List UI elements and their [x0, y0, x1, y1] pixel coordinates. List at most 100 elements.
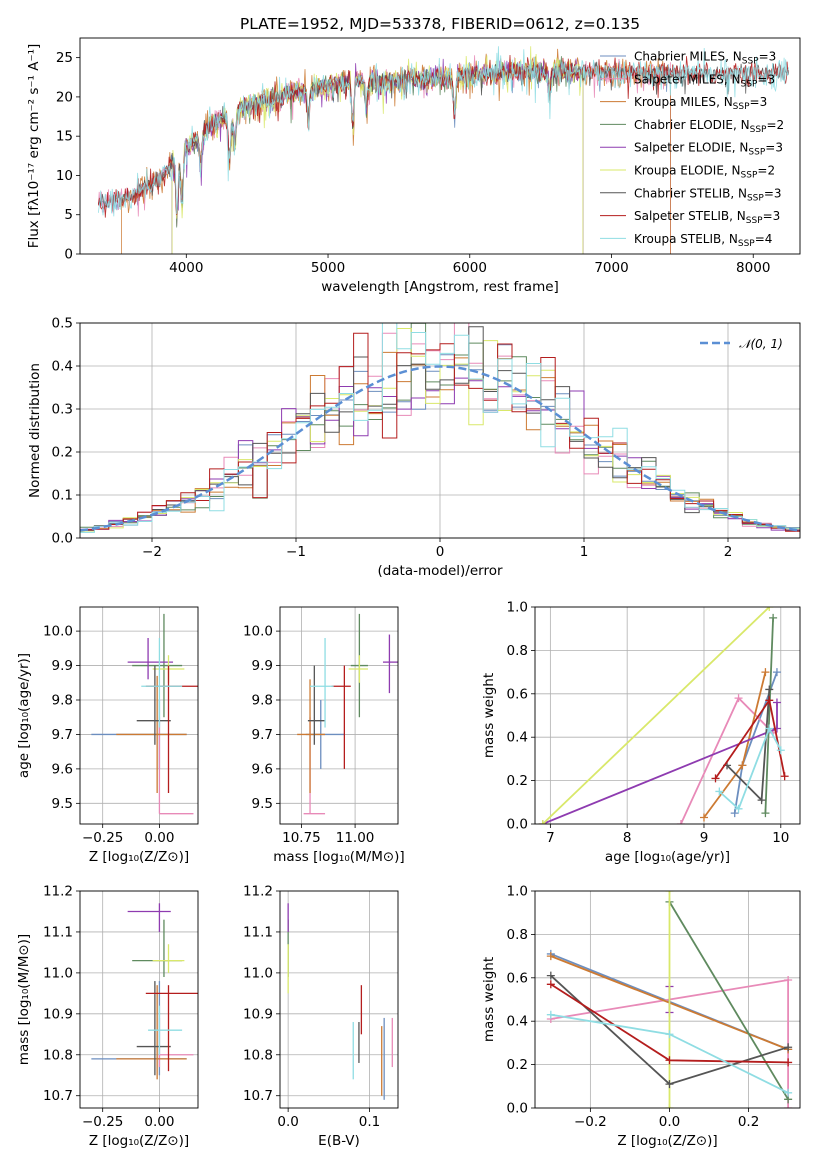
panel-mass_weight_vs_metallicity: −0.2 0.0 0.2 0.0 0.2 0.4 0.6 0.8 1.0 Z [log₁₀(Z/Z…: [481, 884, 801, 1149]
y-tick-label: 10.9: [43, 1006, 73, 1022]
weight-point: [699, 813, 708, 822]
plot-area: [546, 891, 793, 1108]
x-axis-label: (data-model)/error: [377, 563, 503, 579]
errorbar-chabrier-elodie: [132, 919, 183, 977]
x-tick-label: −1: [286, 544, 306, 560]
y-tick-label: 0.0: [507, 817, 528, 833]
legend-label-kroupa-elodie: Kroupa ELODIE, NSSP=2: [634, 164, 775, 181]
weight-point: [734, 804, 743, 813]
x-tick-label: 11.00: [336, 830, 375, 846]
x-tick-label: 0.00: [144, 1114, 174, 1130]
errorbar-chabrier-miles: [91, 981, 187, 1076]
weight-series-kroupa-elodie: [665, 891, 674, 1108]
histogram-kroupa-stelib: [80, 323, 800, 533]
weight-point: [784, 1088, 793, 1097]
weight-line: [542, 607, 770, 824]
weight-point: [769, 613, 778, 622]
x-axis-label: age [log₁₀(age/yr)]: [605, 849, 730, 865]
y-tick-label: 0.5: [52, 316, 73, 332]
y-axis-label: Flux [fλ10⁻¹⁷ erg cm⁻² s⁻¹ A⁻¹]: [26, 44, 42, 249]
x-tick-label: 5000: [311, 260, 345, 276]
errorbar-salpeter-stelib: [145, 985, 198, 1072]
panel-spectrum: 4000 5000 6000 7000 8000 0 5 10 15 20 25 wavelength…: [26, 15, 801, 295]
weight-point: [546, 1010, 555, 1019]
y-tick-label: 0.2: [52, 445, 73, 461]
y-tick-label: 9.7: [252, 727, 273, 743]
weight-series-salpeter-stelib: [711, 696, 789, 783]
legend-label-chabrier-miles: Chabrier MILES, NSSP=3: [634, 50, 776, 67]
y-tick-label: 9.6: [252, 761, 273, 777]
y-tick-label: 0.2: [507, 773, 528, 789]
weight-point: [776, 746, 785, 755]
y-tick-label: 10.8: [43, 1047, 73, 1063]
weight-series-salpeter-elodie: [538, 698, 781, 824]
weight-point: [772, 668, 781, 677]
x-axis-label: Z [log₁₀(Z/Z⊙)]: [89, 849, 189, 865]
axes-frame: [279, 606, 399, 825]
y-tick-label: 0: [64, 247, 73, 263]
panel-mass_weight_vs_age: 7 8 9 10 0.0 0.2 0.4 0.6 0.8 1.0 age [log₁₀(age/yr…: [481, 600, 801, 865]
errorbar-chabrier-elodie: [132, 613, 183, 718]
weight-series-kroupa-elodie: [538, 607, 774, 824]
legend-label-kroupa-miles: Kroupa MILES, NSSP=3: [634, 95, 767, 112]
y-axis-label: mass weight: [481, 673, 497, 758]
y-tick-label: 10.9: [243, 1006, 273, 1022]
y-tick-label: 10: [56, 168, 73, 184]
legend-label-kroupa-stelib: Kroupa STELIB, NSSP=4: [634, 232, 772, 249]
x-tick-label: −2: [142, 544, 162, 560]
x-tick-label: 8: [623, 830, 632, 846]
x-tick-label: 8000: [736, 260, 770, 276]
histogram-salpeter-stelib: [80, 332, 800, 532]
weight-point: [665, 891, 674, 895]
y-tick-label: 9.6: [52, 761, 73, 777]
weight-point: [761, 809, 770, 818]
panel-age_vs_mass: 10.75 11.00 9.5 9.6 9.7 9.8 9.9 10.0 mass [log₁₀…: [243, 606, 405, 865]
y-tick-label: 0.0: [52, 531, 73, 547]
plot-area: [91, 613, 198, 815]
weight-point: [715, 787, 724, 796]
axes-frame: [79, 322, 801, 539]
spectrum-line-kroupa-stelib: [98, 46, 790, 217]
panel-mass_vs_extinction: 0.0 0.1 10.7 10.8 10.9 11.0 11.1 11.2 E(B-V): [243, 884, 399, 1149]
x-axis-label: Z [log₁₀(Z/Z⊙)]: [617, 1133, 717, 1149]
plot-area: [91, 903, 198, 1080]
errorbar-salpeter-elodie: [127, 638, 174, 680]
errorbar-kroupa-elodie: [348, 655, 368, 683]
y-tick-label: 0.3: [52, 402, 73, 418]
x-tick-label: 9: [700, 830, 709, 846]
weight-point: [784, 975, 793, 984]
weight-series-kroupa-stelib: [715, 724, 785, 813]
errorbar-kroupa-elodie: [152, 944, 185, 973]
weight-series-chabrier-elodie: [665, 897, 793, 1104]
legend-label-salpeter-stelib: Salpeter STELIB, NSSP=3: [634, 209, 780, 226]
weight-series-chabrier-elodie: [761, 613, 778, 818]
errorbar-kroupa-stelib: [148, 1005, 183, 1055]
weight-point: [784, 1058, 793, 1067]
errorbar-kroupa-miles: [116, 675, 187, 793]
y-tick-label: 0.4: [507, 730, 528, 746]
weight-point: [784, 1104, 793, 1108]
x-tick-label: 0.1: [359, 1114, 380, 1130]
weight-point: [765, 724, 774, 733]
weight-point: [538, 820, 547, 824]
y-tick-label: 11.1: [43, 924, 73, 940]
errorbar-chabrier-stelib: [136, 665, 171, 745]
axes-frame: [79, 37, 801, 255]
y-tick-label: 0.0: [507, 1101, 528, 1117]
x-tick-label: 0: [436, 544, 445, 560]
x-axis-label: E(B-V): [318, 1133, 360, 1149]
weight-point: [738, 761, 747, 770]
x-tick-label: 7: [546, 830, 555, 846]
panel-mass_vs_metallicity: −0.25 0.00 10.7 10.8 10.9 11.0 11.1 11.2 Z [log₁…: [16, 884, 199, 1149]
histogram-chabrier-stelib: [80, 326, 800, 532]
y-tick-label: 0.4: [507, 1014, 528, 1030]
errorbar-salpeter-stelib: [331, 665, 351, 769]
weight-point: [761, 668, 770, 677]
axes-frame: [79, 890, 199, 1109]
y-tick-label: 0.8: [507, 927, 528, 943]
weight-point: [546, 980, 555, 989]
weight-line: [764, 617, 774, 814]
x-tick-label: −0.25: [82, 1114, 123, 1130]
weight-point: [546, 971, 555, 980]
legend-label-salpeter-elodie: Salpeter ELODIE, NSSP=3: [634, 141, 783, 158]
